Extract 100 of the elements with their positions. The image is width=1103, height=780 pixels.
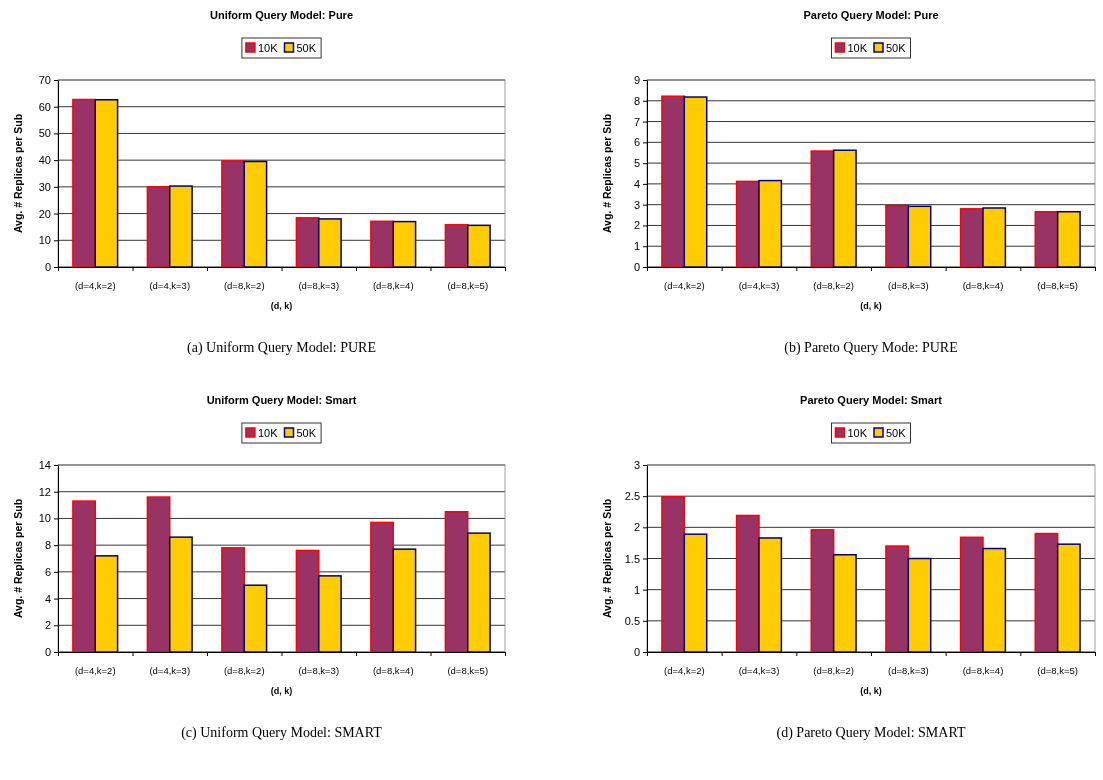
y-tick-label: 0.5 [624,614,640,627]
bar [683,96,708,268]
y-tick-label: 2 [44,619,51,632]
y-tick-label: 10 [38,512,51,525]
y-tick-label: 70 [38,74,51,87]
bar [885,545,910,653]
x-tick-label: (d=8,k=3) [298,280,340,291]
x-tick-label: (d=8,k=3) [888,665,929,676]
bar [169,536,193,653]
bar [370,220,394,268]
chart-title: Pareto Query Model: Pure [803,9,939,21]
y-tick-label: 14 [38,459,51,472]
y-tick-label: 40 [38,154,51,167]
x-tick-label: (d=4,k=2) [74,665,116,676]
x-tick-label: (d=4,k=3) [738,280,780,291]
y-tick-label: 5 [633,157,640,170]
text: (c) Uniform Query Model: SMART [181,725,383,741]
bar [661,496,686,653]
bar [885,204,910,268]
bar [467,532,491,653]
text: (b) Pareto Query Mode: PURE [784,340,958,356]
y-tick-label: 9 [633,74,640,87]
x-tick-label: (d=8,k=3) [888,280,929,291]
x-tick-label: (d=8,k=2) [223,280,265,291]
x-tick-label: (d=8,k=5) [1037,280,1078,291]
y-tick-label: 0 [44,646,51,659]
legend-label: 50K [886,427,907,439]
x-tick-label: (d=8,k=5) [447,280,489,291]
y-tick-label: 2.5 [624,490,640,503]
legend-label: 10K [847,427,868,439]
bar [444,224,469,268]
x-tick-label: (d=4,k=3) [149,665,191,676]
bar [72,500,96,653]
x-tick-label: (d=8,k=4) [962,280,1004,291]
y-tick-label: 60 [38,100,51,113]
legend-label: 50K [296,427,317,439]
x-tick-label: (d=8,k=3) [298,665,340,676]
x-tick-label: (d=8,k=4) [372,665,414,676]
y-tick-label: 30 [38,180,51,193]
x-tick-label: (d=4,k=3) [738,665,780,676]
bar [392,220,417,268]
x-axis-title: (d, k) [270,301,293,311]
x-tick-label: (d=8,k=4) [962,665,1004,676]
y-tick-label: 0 [633,646,640,659]
y-tick-label: 6 [44,565,51,578]
bar [444,511,469,653]
y-tick-label: 3 [633,198,640,211]
y-tick-label: 50 [38,127,51,140]
bar [982,207,1007,268]
bar [318,218,342,268]
chart-title: Uniform Query Model: Smart [206,394,357,406]
y-tick-label: 3 [633,459,640,472]
x-tick-label: (d=4,k=3) [149,280,191,291]
bar [982,547,1007,653]
bar [146,186,171,268]
x-axis-title: (d, k) [860,301,882,311]
y-axis-title: Avg. # Replicas per Sub [12,113,24,234]
y-tick-label: 7 [633,115,640,128]
y-tick-label: 1 [633,583,640,596]
y-tick-label: 0 [633,261,640,274]
bar [1056,543,1081,653]
bar [221,160,245,268]
x-tick-label: (d=8,k=5) [447,665,489,676]
bar [392,548,417,653]
bar [94,99,119,268]
x-tick-label: (d=8,k=4) [372,280,414,291]
bar [832,149,857,268]
y-tick-label: 1 [633,240,640,253]
bar [907,557,932,653]
bar [661,95,686,268]
legend-label: 50K [886,42,907,54]
bar [758,537,783,653]
x-tick-label: (d=8,k=5) [1037,665,1078,676]
bar [1056,210,1081,268]
y-tick-label: 1.5 [624,552,640,565]
text: (d) Pareto Query Model: SMART [776,725,966,741]
y-tick-label: 8 [44,539,51,552]
chart-title: Uniform Query Model: Pure [209,9,354,21]
bar [1034,210,1059,268]
bar [758,179,783,268]
y-tick-label: 20 [38,207,51,220]
y-axis-title: Avg. # Replicas per Sub [601,113,613,234]
bar [810,529,835,653]
bar [221,547,245,653]
y-tick-label: 4 [633,177,640,190]
y-tick-label: 12 [38,485,51,498]
x-tick-label: (d=4,k=2) [664,280,705,291]
bar [72,98,96,268]
legend-label: 50K [296,42,317,54]
bar [467,224,491,268]
x-tick-label: (d=8,k=2) [223,665,265,676]
bar [735,180,760,268]
bar [243,160,268,268]
y-tick-label: 2 [633,521,640,534]
x-axis-title: (d, k) [860,686,882,696]
bar [832,554,857,653]
legend-label: 10K [257,42,279,54]
bar [907,205,932,268]
y-tick-label: 0 [44,261,51,274]
y-tick-label: 8 [633,94,640,107]
